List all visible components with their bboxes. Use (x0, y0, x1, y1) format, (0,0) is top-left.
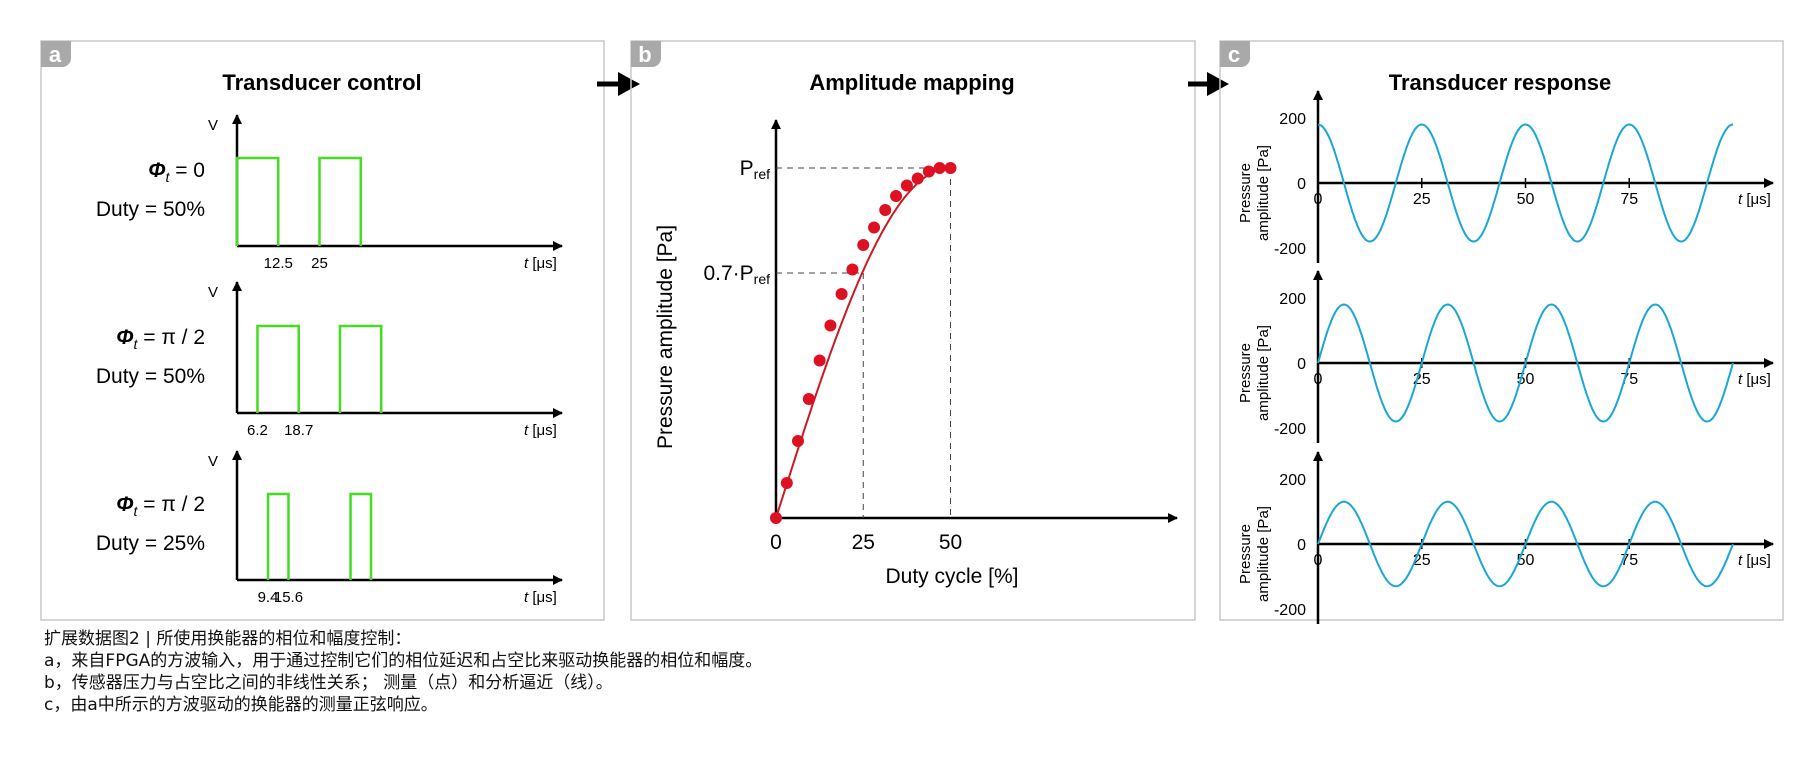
data-point (780, 477, 793, 489)
y-tick-label: 200 (1279, 111, 1306, 128)
caption-line-2: a，来自FPGA的方波输入，用于通过控制它们的相位延迟和占空比来驱动换能器的相位… (44, 651, 763, 671)
square-wave-trace (256, 324, 383, 413)
y-axis-label: Pressureamplitude [Pa] (1237, 506, 1272, 602)
x-tick-label: 0 (1314, 552, 1323, 569)
x-tick-label: 50 (1517, 191, 1535, 208)
response-plot-1: 200 0 -200 0 25 50 75 t [μs] Pressureamplitude [… (1237, 90, 1774, 263)
y-axis-label: Pressureamplitude [Pa] (1237, 325, 1272, 421)
x-tick-label: 25 (1413, 191, 1431, 208)
y-tick-label: -200 (1274, 602, 1306, 619)
x-tick-label: 0 (770, 531, 782, 554)
duty-label: Duty = 25% (96, 532, 205, 555)
x-axis-label: t [μs] (524, 589, 557, 606)
phase-label: Φt = 0 (148, 159, 205, 185)
data-point (911, 172, 924, 185)
x-tick-label: 25 (852, 531, 875, 554)
x-axis-label: t [μs] (524, 255, 557, 272)
x-axis-label: t [μs] (1738, 191, 1771, 208)
y-tick-label: -200 (1274, 421, 1306, 438)
x-axis-label: t [μs] (1738, 552, 1771, 569)
x-tick-label: 12.5 (264, 255, 293, 272)
data-point (879, 204, 892, 216)
arrow-b-to-c (1188, 72, 1229, 96)
data-point (900, 179, 913, 192)
phase-label: Φt = π / 2 (116, 493, 205, 519)
duty-label: Duty = 50% (96, 365, 205, 388)
y-tick-label: 0.7·Pref (703, 262, 770, 287)
square-wave-trace (235, 156, 362, 246)
panel-a-border (40, 40, 605, 621)
panel-a-badge (41, 41, 71, 67)
data-point (857, 239, 870, 251)
x-axis-label: Duty cycle [%] (885, 565, 1018, 588)
panel-c: c Transducer response 200 0 -200 0 25 50 75 t [… (1219, 40, 1784, 624)
panel-b: b Amplitude mapping 0 25 50 Pref 0.7·Pref Dut… (630, 40, 1196, 621)
caption-line-4: c，由a中所示的方波驱动的换能器的测量正弦响应。 (44, 695, 438, 715)
data-point (944, 162, 957, 174)
data-point (933, 162, 946, 174)
y-axis-label: Pressureamplitude [Pa] (1237, 145, 1272, 241)
x-tick-label: 6.2 (247, 422, 268, 439)
panel-b-title: Amplitude mapping (809, 70, 1014, 95)
x-tick-label: 9.4 (258, 589, 279, 606)
sine-trace (1317, 500, 1734, 588)
y-tick-label: 0 (1297, 537, 1306, 554)
y-axis-label: V (208, 117, 218, 134)
duty-label: Duty = 50% (96, 198, 205, 221)
panel-b-badge (631, 41, 661, 67)
y-tick-label: 0 (1297, 176, 1306, 193)
data-point (791, 435, 804, 447)
y-axis-label: V (208, 453, 218, 470)
data-point (846, 263, 859, 276)
phase-label: Φt = π / 2 (116, 326, 205, 352)
x-tick-label: 18.7 (284, 422, 313, 439)
square-wave-plot-3: Vt [μs] 9.415.6 Φt = π / 2 Duty = 25% (96, 450, 563, 606)
data-point (802, 393, 815, 405)
y-tick-label: Pref (740, 157, 770, 182)
y-tick-label: 200 (1279, 291, 1306, 308)
square-wave-plot-2: Vt [μs] 6.2 18.7 Φt = π / 2 Duty = 50% (96, 281, 563, 439)
data-point (890, 190, 903, 202)
square-wave-plot-1: Vt [μs] 12.5 25 Φt = 0 Duty = 50% (96, 114, 563, 272)
square-wave-trace (266, 492, 373, 580)
panel-c-letter: c (1228, 42, 1240, 67)
x-tick-label: 15.6 (274, 589, 303, 606)
panel-c-badge (1220, 41, 1250, 67)
panel-c-title: Transducer response (1389, 70, 1612, 95)
data-point (770, 512, 782, 524)
data-point (813, 354, 826, 367)
panel-b-border (630, 40, 1196, 621)
y-tick-label: 0 (1297, 356, 1306, 373)
y-tick-label: 200 (1279, 472, 1306, 489)
x-tick-label: 25 (311, 255, 328, 272)
x-tick-label: 75 (1620, 191, 1638, 208)
y-axis-label: V (208, 284, 218, 301)
panel-b-letter: b (638, 42, 651, 67)
data-point (835, 288, 848, 300)
data-point (922, 165, 935, 178)
caption-line-1: 扩展数据图2 | 所使用换能器的相位和幅度控制： (44, 629, 412, 649)
sine-trace (1317, 303, 1734, 423)
panel-c-border (1219, 40, 1784, 621)
y-tick-label: -200 (1274, 241, 1306, 258)
panel-a-letter: a (49, 42, 62, 67)
arrow-a-to-b (597, 72, 640, 96)
data-point (868, 221, 881, 234)
panel-a-title: Transducer control (222, 70, 421, 95)
y-axis-label: Pressure amplitude [Pa] (654, 225, 677, 449)
x-axis-label: t [μs] (524, 422, 557, 439)
data-point (824, 319, 837, 332)
panel-a: a Transducer control Vt [μs] 12.5 25 Φt = 0… (40, 40, 605, 621)
x-tick-label: 0 (1314, 371, 1323, 388)
x-tick-label: 50 (939, 531, 962, 554)
caption-line-3: b，传感器压力与占空比之间的非线性关系； 测量（点）和分析逼近（线）。 (44, 673, 613, 693)
figure-caption: 扩展数据图2 | 所使用换能器的相位和幅度控制： a，来自FPGA的方波输入，用… (44, 628, 1744, 716)
x-tick-label: 0 (1314, 191, 1323, 208)
x-axis-label: t [μs] (1738, 371, 1771, 388)
sine-trace (1317, 123, 1734, 243)
